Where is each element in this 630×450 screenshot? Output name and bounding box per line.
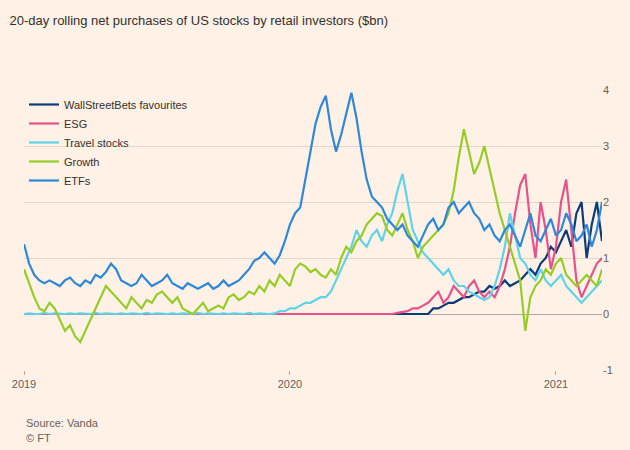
svg-text:Growth: Growth bbox=[64, 156, 99, 168]
svg-text:3: 3 bbox=[603, 140, 609, 152]
svg-text:Travel stocks: Travel stocks bbox=[64, 137, 129, 149]
svg-text:2: 2 bbox=[603, 196, 609, 208]
svg-text:20-day rolling net purchases o: 20-day rolling net purchases of US stock… bbox=[9, 13, 388, 28]
svg-text:ETFs: ETFs bbox=[64, 175, 91, 187]
svg-text:4: 4 bbox=[603, 84, 609, 96]
svg-text:1: 1 bbox=[603, 252, 609, 264]
svg-text:© FT: © FT bbox=[26, 432, 51, 444]
svg-text:2021: 2021 bbox=[544, 378, 568, 390]
svg-text:Source: Vanda: Source: Vanda bbox=[26, 417, 99, 429]
svg-text:2020: 2020 bbox=[278, 378, 302, 390]
svg-text:-1: -1 bbox=[603, 364, 613, 376]
svg-text:ESG: ESG bbox=[64, 118, 87, 130]
svg-text:WallStreetBets favourites: WallStreetBets favourites bbox=[64, 99, 188, 111]
svg-text:2019: 2019 bbox=[12, 378, 36, 390]
svg-text:0: 0 bbox=[603, 308, 609, 320]
